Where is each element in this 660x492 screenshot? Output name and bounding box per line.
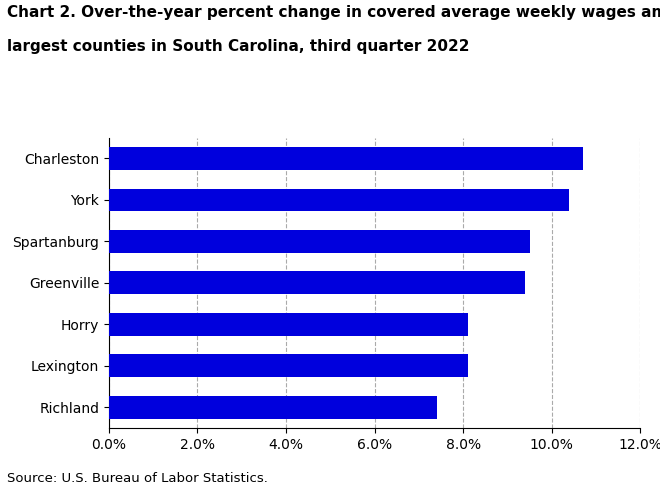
Bar — [109, 188, 570, 212]
Text: Source: U.S. Bureau of Labor Statistics.: Source: U.S. Bureau of Labor Statistics. — [7, 472, 267, 485]
Text: largest counties in South Carolina, third quarter 2022: largest counties in South Carolina, thir… — [7, 39, 469, 54]
Bar — [109, 354, 467, 377]
Bar — [109, 313, 467, 336]
Text: Chart 2. Over-the-year percent change in covered average weekly wages among the: Chart 2. Over-the-year percent change in… — [7, 5, 660, 20]
Bar — [109, 272, 525, 294]
Bar — [109, 230, 529, 253]
Bar — [109, 147, 583, 170]
Bar — [109, 396, 436, 419]
